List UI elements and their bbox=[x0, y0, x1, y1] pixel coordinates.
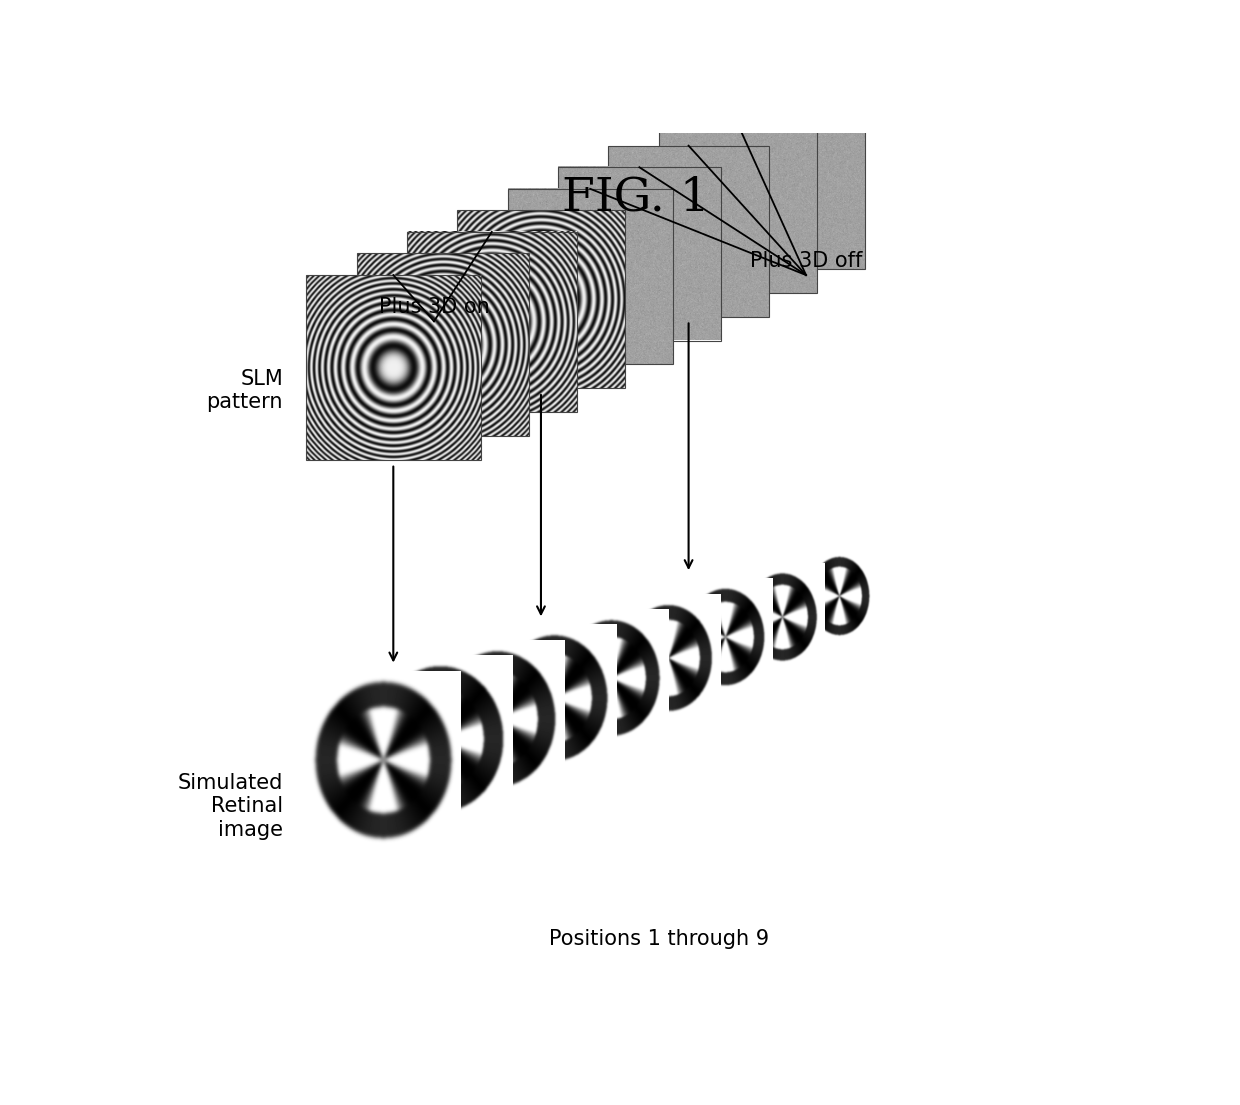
Bar bbox=[558, 167, 720, 340]
Text: FIG. 1: FIG. 1 bbox=[562, 175, 709, 220]
Bar bbox=[357, 253, 528, 436]
Text: SLM
pattern: SLM pattern bbox=[206, 369, 283, 412]
Bar bbox=[306, 275, 481, 460]
Bar bbox=[458, 210, 625, 388]
Bar bbox=[507, 189, 672, 365]
Bar bbox=[609, 146, 769, 317]
Bar bbox=[658, 124, 817, 293]
Text: Positions 1 through 9: Positions 1 through 9 bbox=[548, 929, 769, 949]
Text: Plus 3D off: Plus 3D off bbox=[750, 251, 862, 271]
Bar bbox=[709, 103, 866, 269]
Bar bbox=[407, 232, 577, 412]
Text: Plus 3D on: Plus 3D on bbox=[378, 297, 490, 317]
Text: Simulated
Retinal
image: Simulated Retinal image bbox=[177, 774, 283, 840]
